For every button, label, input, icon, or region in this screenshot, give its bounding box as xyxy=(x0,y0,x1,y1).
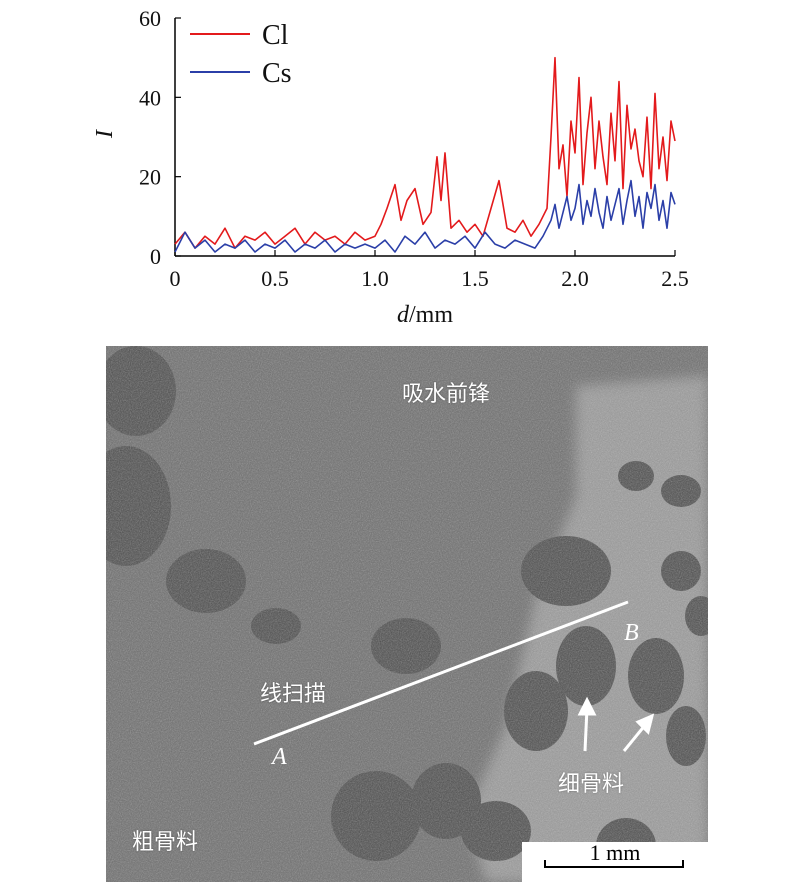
x-tick-label: 2.0 xyxy=(561,266,589,291)
x-tick-label: 0 xyxy=(170,266,181,291)
scale-bar-line xyxy=(544,866,684,868)
label-line-scan: 线扫描 xyxy=(260,682,327,707)
x-axis-label-symbol: d xyxy=(397,302,410,328)
x-tick-label: 1.5 xyxy=(461,266,489,291)
x-tick-label: 2.5 xyxy=(661,266,689,291)
y-tick-label: 20 xyxy=(139,165,161,190)
y-tick-label: 0 xyxy=(150,244,161,269)
scale-bar-label: 1 mm xyxy=(589,840,641,865)
x-axis-label: d/mm xyxy=(397,302,453,328)
axis-ticks: 0 0.5 1.0 1.5 2.0 2.5 0 20 40 60 xyxy=(139,6,689,291)
scale-bar-tick-left xyxy=(544,860,546,868)
series-line-cs xyxy=(174,179,676,253)
legend-label-cl: Cl xyxy=(262,20,289,51)
grain-noise xyxy=(106,346,708,882)
series-line-cl xyxy=(174,56,676,249)
y-tick-label: 40 xyxy=(139,85,161,110)
scale-bar: 1 mm xyxy=(522,840,708,882)
x-tick-label: 0.5 xyxy=(261,266,289,291)
scale-bar-tick-right xyxy=(682,860,684,868)
x-tick-label: 1.0 xyxy=(361,266,389,291)
line-chart: 0 0.5 1.0 1.5 2.0 2.5 0 20 40 60 Cl Cs I d/mm xyxy=(92,6,689,328)
y-axis-label: I xyxy=(92,129,118,139)
series-layer xyxy=(174,56,676,253)
x-axis-label-unit: /mm xyxy=(409,302,453,328)
legend: Cl Cs xyxy=(190,20,292,89)
scan-point-a: A xyxy=(272,744,287,770)
scan-point-b: B xyxy=(624,620,639,646)
fine-aggregate-arrows xyxy=(577,696,655,752)
label-coarse-aggregate: 粗骨料 xyxy=(132,830,199,855)
sem-micrograph: 吸水前锋 线扫描 细骨料 粗骨料 A B 1 mm xyxy=(106,346,708,882)
label-fine-aggregate: 细骨料 xyxy=(558,772,625,797)
y-tick-label: 60 xyxy=(139,6,161,31)
plot-area xyxy=(174,18,675,257)
label-absorption-front: 吸水前锋 xyxy=(402,382,491,407)
legend-label-cs: Cs xyxy=(262,58,292,89)
scan-line xyxy=(253,600,629,746)
micrograph-texture xyxy=(106,346,708,882)
